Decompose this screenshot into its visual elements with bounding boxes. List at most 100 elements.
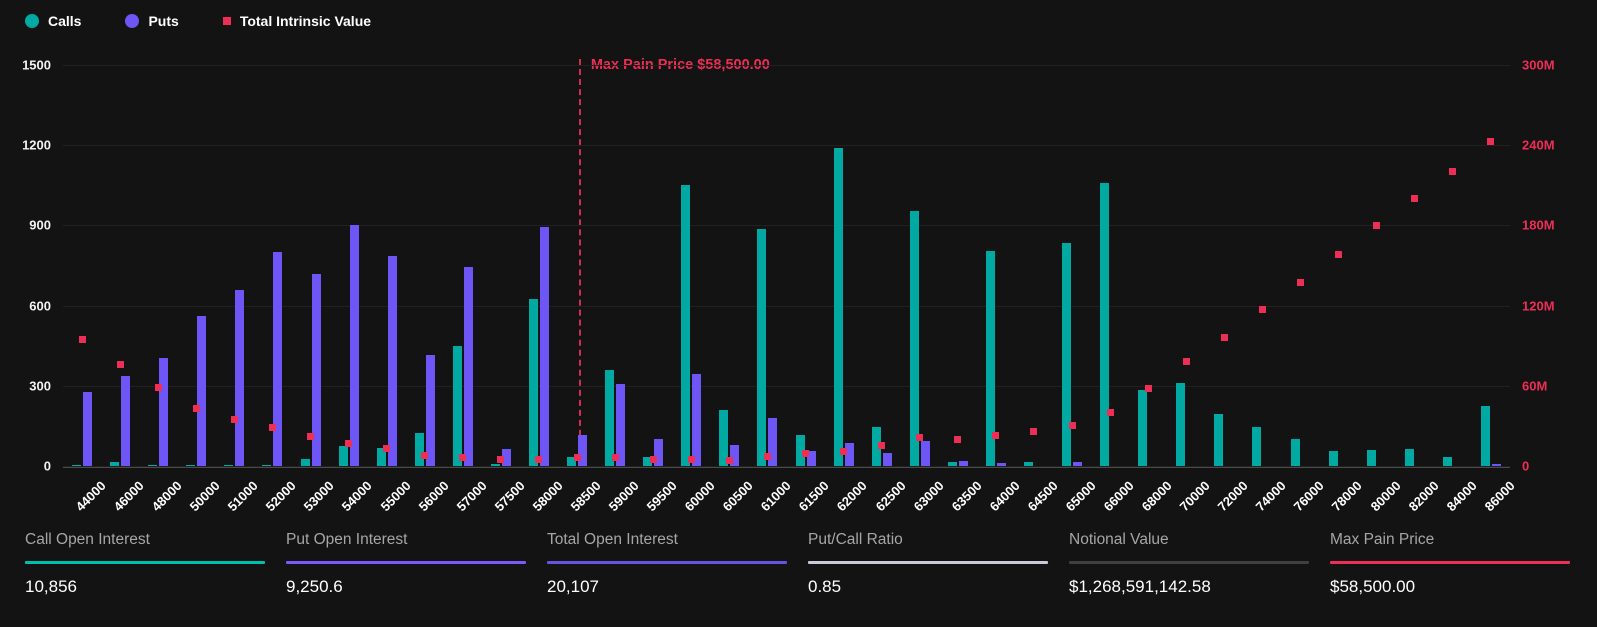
x-axis-tick: 59000: [596, 466, 642, 522]
calls-bar: [490, 463, 500, 466]
intrinsic-value-dot: [573, 454, 581, 462]
strike-group-56000: [406, 65, 444, 466]
puts-bar: [273, 252, 283, 466]
puts-bar: [425, 355, 435, 466]
y-axis-left-tick-label: 1500: [22, 57, 51, 73]
stat-label: Call Open Interest: [25, 531, 150, 548]
intrinsic-value-dot: [1373, 221, 1381, 229]
x-axis-tick: 80000: [1358, 466, 1403, 522]
legend-label-calls: Calls: [48, 13, 82, 29]
strike-group-82000: [1396, 65, 1434, 466]
strike-group-60000: [672, 65, 710, 466]
gridline: [63, 466, 1510, 467]
puts-bar: [159, 357, 169, 466]
stat-label: Max Pain Price: [1330, 531, 1435, 548]
x-axis-tick: 70000: [1167, 466, 1213, 522]
intrinsic-value-dot: [840, 447, 848, 455]
calls-bar: [1290, 439, 1300, 466]
puts-bar: [806, 451, 816, 466]
gridline: [63, 145, 1510, 147]
intrinsic-value-dot: [78, 335, 86, 343]
strike-group-65000: [1053, 65, 1091, 466]
calls-bar: [605, 369, 615, 466]
bars-layer: [63, 65, 1510, 466]
calls-bar: [110, 462, 120, 466]
calls-bar: [1023, 461, 1033, 466]
calls-bar: [871, 427, 881, 466]
x-axis-tick: 72000: [1205, 466, 1251, 522]
puts-bar: [920, 440, 930, 466]
stat-label: Total Open Interest: [547, 531, 678, 548]
x-axis-tick: 76000: [1282, 466, 1327, 522]
puts-bar: [83, 392, 93, 466]
intrinsic-value-dot: [497, 455, 505, 463]
intrinsic-value-dot: [459, 454, 467, 462]
intrinsic-value-dot: [1106, 409, 1114, 417]
strike-group-80000: [1358, 65, 1396, 466]
y-axis-right-tick-label: 0: [1522, 458, 1530, 474]
calls-bar: [72, 465, 82, 466]
intrinsic-value-dot: [1030, 427, 1038, 435]
x-axis-tick: 58000: [520, 466, 565, 522]
calls-bar: [528, 298, 538, 466]
stat-underline: [25, 561, 265, 564]
puts-bar: [501, 448, 511, 466]
strike-group-48000: [139, 65, 177, 466]
strike-group-70000: [1167, 65, 1205, 466]
puts-bar: [1073, 462, 1083, 466]
calls-bar: [1214, 413, 1224, 466]
strike-group-63500: [939, 65, 977, 466]
intrinsic-value-dot: [154, 383, 162, 391]
x-axis-tick: 44000: [63, 466, 108, 522]
x-axis-tick: 54000: [330, 466, 375, 522]
x-axis-tick: 52000: [253, 466, 299, 522]
intrinsic-value-dot: [116, 360, 124, 368]
strike-group-51000: [215, 65, 253, 466]
intrinsic-value-dot: [192, 405, 200, 413]
strike-group-62000: [825, 65, 863, 466]
x-axis-tick: 61000: [748, 466, 794, 522]
intrinsic-value-dot: [1449, 168, 1457, 176]
intrinsic-value-dot: [878, 442, 886, 450]
x-axis-tick: 60500: [710, 466, 756, 522]
legend-item-calls[interactable]: Calls: [25, 13, 81, 29]
stat-label: Put/Call Ratio: [808, 531, 903, 548]
y-axis-left-tick-label: 600: [29, 298, 51, 314]
calls-bar: [262, 465, 272, 466]
calls-bar: [1062, 242, 1072, 466]
x-axis-tick-label: 86000: [1481, 478, 1518, 515]
stat-value: $58,500.00: [1330, 577, 1416, 596]
calls-bar: [452, 345, 462, 466]
plot-area: Max Pain Price $58,500.00 0 0 300 60M 600 120…: [22, 57, 1554, 514]
x-axis-tick: 46000: [101, 466, 147, 522]
stat-value: $1,268,591,142.58: [1069, 577, 1211, 596]
puts-bar: [654, 439, 664, 466]
legend-item-total-intrinsic-value[interactable]: Total Intrinsic Value: [222, 13, 371, 29]
x-axis-tick: 55000: [368, 466, 413, 522]
y-axis-left-tick-label: 300: [29, 378, 51, 394]
intrinsic-value-dot: [649, 455, 657, 463]
strike-group-64000: [977, 65, 1015, 466]
calls-bar: [833, 147, 843, 466]
x-axis-tick: 51000: [215, 466, 261, 522]
intrinsic-value-dot: [611, 454, 619, 462]
calls-bar: [1480, 405, 1490, 466]
y-axis-right-tick-label: 300M: [1522, 57, 1555, 73]
legend-item-puts[interactable]: Puts: [125, 13, 179, 29]
strike-group-54000: [330, 65, 368, 466]
calls-bar: [909, 210, 919, 466]
puts-bar: [730, 444, 740, 466]
stat-value: 10,856: [25, 577, 77, 596]
strike-group-76000: [1282, 65, 1320, 466]
x-axis-tick: 74000: [1243, 466, 1289, 522]
stat-put-open-interest: Put Open Interest 9,250.6: [286, 531, 526, 597]
gridline: [63, 305, 1510, 307]
stat-underline: [1069, 561, 1309, 564]
intrinsic-value-dot: [1487, 137, 1495, 145]
calls-bar: [1176, 383, 1186, 466]
puts-bar: [235, 289, 245, 466]
calls-bar: [186, 465, 196, 466]
intrinsic-value-dot: [535, 455, 543, 463]
calls-bar: [1442, 456, 1452, 466]
x-axis-tick: 84000: [1434, 466, 1479, 522]
